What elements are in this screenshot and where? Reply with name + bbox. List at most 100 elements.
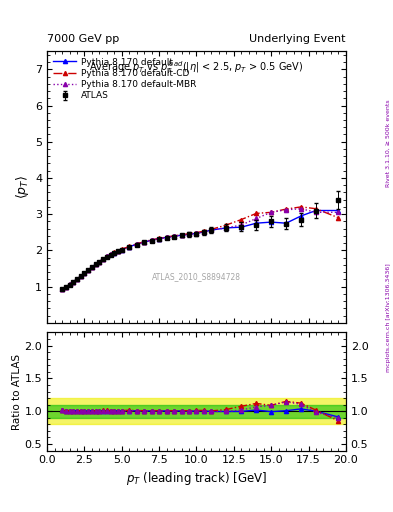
Pythia 8.170 default: [149, 237, 154, 243]
Pythia 8.170 default: [224, 225, 229, 231]
Pythia 8.170 default-CD: [269, 209, 274, 216]
Pythia 8.170 default-CD: [71, 279, 75, 285]
Pythia 8.170 default: [134, 241, 139, 247]
Pythia 8.170 default-MBR: [179, 232, 184, 238]
Pythia 8.170 default: [97, 259, 102, 265]
Pythia 8.170 default: [254, 220, 259, 226]
Line: Pythia 8.170 default-MBR: Pythia 8.170 default-MBR: [60, 207, 340, 291]
Pythia 8.170 default-CD: [284, 206, 288, 212]
Pythia 8.170 default: [119, 247, 124, 253]
Pythia 8.170 default-CD: [157, 236, 162, 242]
Pythia 8.170 default-CD: [116, 248, 120, 254]
Pythia 8.170 default-MBR: [108, 251, 113, 258]
Pythia 8.170 default-CD: [90, 264, 94, 270]
Pythia 8.170 default-MBR: [116, 248, 120, 254]
Pythia 8.170 default-MBR: [134, 241, 139, 247]
Pythia 8.170 default: [82, 270, 87, 276]
Pythia 8.170 default: [63, 284, 68, 290]
Pythia 8.170 default-CD: [78, 273, 83, 279]
Pythia 8.170 default-MBR: [90, 264, 94, 270]
Text: Rivet 3.1.10, ≥ 500k events: Rivet 3.1.10, ≥ 500k events: [386, 99, 391, 187]
Pythia 8.170 default-CD: [112, 249, 117, 255]
Pythia 8.170 default-MBR: [142, 239, 147, 245]
Pythia 8.170 default: [86, 267, 90, 273]
Pythia 8.170 default-CD: [97, 259, 102, 265]
Pythia 8.170 default-CD: [127, 243, 132, 249]
Pythia 8.170 default: [67, 281, 72, 287]
Pythia 8.170 default: [78, 273, 83, 279]
Pythia 8.170 default-MBR: [239, 222, 244, 228]
Pythia 8.170 default-MBR: [101, 256, 105, 262]
Pythia 8.170 default-MBR: [86, 267, 90, 273]
Text: mcplots.cern.ch [arXiv:1306.3436]: mcplots.cern.ch [arXiv:1306.3436]: [386, 263, 391, 372]
Bar: [47, 398, 346, 424]
Line: Pythia 8.170 default-CD: Pythia 8.170 default-CD: [60, 205, 340, 291]
Pythia 8.170 default-MBR: [119, 247, 124, 253]
Text: ATLAS_2010_S8894728: ATLAS_2010_S8894728: [152, 272, 241, 281]
Pythia 8.170 default: [142, 239, 147, 245]
Pythia 8.170 default-MBR: [336, 209, 341, 216]
Pythia 8.170 default: [299, 213, 303, 219]
Pythia 8.170 default-CD: [60, 286, 64, 292]
Y-axis label: Ratio to ATLAS: Ratio to ATLAS: [12, 353, 22, 430]
Pythia 8.170 default-CD: [101, 255, 105, 262]
Pythia 8.170 default-CD: [224, 222, 229, 228]
Pythia 8.170 default: [209, 227, 214, 233]
Pythia 8.170 default-CD: [63, 284, 68, 290]
Legend: Pythia 8.170 default, Pythia 8.170 default-CD, Pythia 8.170 default-MBR, ATLAS: Pythia 8.170 default, Pythia 8.170 defau…: [51, 56, 198, 102]
Pythia 8.170 default-MBR: [194, 230, 199, 237]
Pythia 8.170 default-CD: [187, 230, 191, 237]
Pythia 8.170 default-CD: [194, 229, 199, 236]
Pythia 8.170 default-CD: [209, 226, 214, 232]
Pythia 8.170 default-CD: [254, 210, 259, 217]
Pythia 8.170 default: [187, 231, 191, 238]
Pythia 8.170 default: [90, 264, 94, 270]
Pythia 8.170 default-MBR: [187, 231, 191, 238]
Pythia 8.170 default: [202, 229, 206, 235]
Pythia 8.170 default-MBR: [254, 216, 259, 222]
Pythia 8.170 default: [172, 233, 176, 239]
Text: 7000 GeV pp: 7000 GeV pp: [47, 33, 119, 44]
Pythia 8.170 default-CD: [119, 246, 124, 252]
Pythia 8.170 default-CD: [134, 241, 139, 247]
Pythia 8.170 default-MBR: [97, 259, 102, 265]
Pythia 8.170 default-CD: [105, 253, 109, 259]
Pythia 8.170 default: [239, 224, 244, 230]
Pythia 8.170 default-CD: [142, 239, 147, 245]
Text: Average $p_T$ vs $p_T^{lead}$(|$\eta$| < 2.5, $p_T$ > 0.5 GeV): Average $p_T$ vs $p_T^{lead}$(|$\eta$| <…: [89, 59, 304, 76]
Pythia 8.170 default-MBR: [105, 253, 109, 260]
Pythia 8.170 default-MBR: [299, 206, 303, 212]
Pythia 8.170 default-MBR: [164, 234, 169, 240]
Pythia 8.170 default: [101, 256, 105, 262]
Pythia 8.170 default: [164, 234, 169, 240]
Pythia 8.170 default: [60, 286, 64, 292]
Pythia 8.170 default-MBR: [224, 225, 229, 231]
Pythia 8.170 default-CD: [86, 267, 90, 273]
Pythia 8.170 default-CD: [75, 276, 79, 282]
Pythia 8.170 default-MBR: [112, 249, 117, 255]
Pythia 8.170 default: [127, 244, 132, 250]
Pythia 8.170 default-CD: [202, 228, 206, 234]
Pythia 8.170 default-CD: [336, 215, 341, 221]
Pythia 8.170 default-MBR: [71, 279, 75, 285]
Pythia 8.170 default-MBR: [209, 227, 214, 233]
Pythia 8.170 default: [93, 261, 98, 267]
Pythia 8.170 default-CD: [164, 234, 169, 240]
Pythia 8.170 default-MBR: [75, 276, 79, 282]
X-axis label: $p_T$ (leading track) [GeV]: $p_T$ (leading track) [GeV]: [126, 470, 267, 486]
Pythia 8.170 default: [336, 207, 341, 214]
Pythia 8.170 default-CD: [239, 217, 244, 223]
Pythia 8.170 default-CD: [314, 206, 318, 212]
Pythia 8.170 default-CD: [149, 237, 154, 243]
Pythia 8.170 default-CD: [108, 251, 113, 257]
Pythia 8.170 default-MBR: [269, 209, 274, 216]
Pythia 8.170 default-MBR: [149, 237, 154, 243]
Pythia 8.170 default: [157, 236, 162, 242]
Pythia 8.170 default-CD: [299, 204, 303, 210]
Pythia 8.170 default: [284, 220, 288, 226]
Pythia 8.170 default: [108, 251, 113, 258]
Pythia 8.170 default-CD: [179, 232, 184, 238]
Pythia 8.170 default-CD: [82, 270, 87, 276]
Pythia 8.170 default: [116, 248, 120, 254]
Pythia 8.170 default-MBR: [67, 281, 72, 287]
